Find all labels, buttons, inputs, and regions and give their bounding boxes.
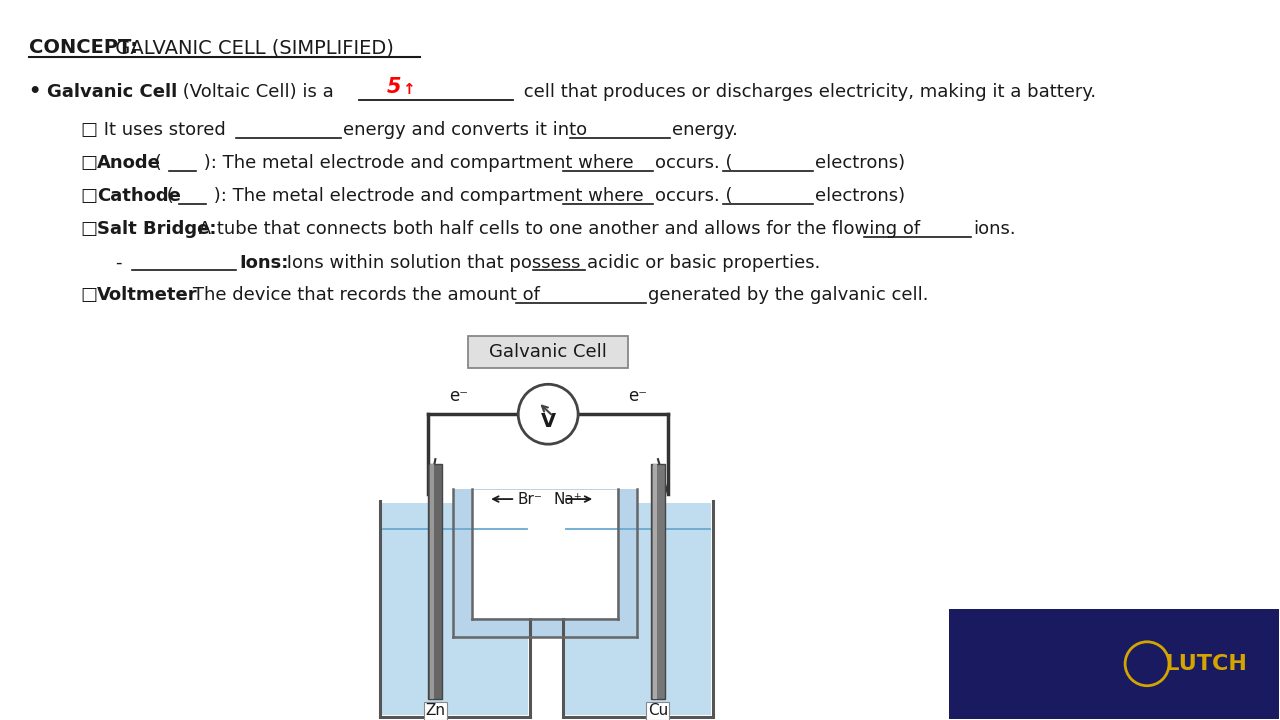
Text: (: (	[161, 186, 179, 204]
Text: □: □	[81, 287, 104, 305]
Text: ): The metal electrode and compartment where: ): The metal electrode and compartment w…	[207, 186, 644, 204]
Bar	[429, 464, 443, 698]
Text: CLUTCH: CLUTCH	[1149, 654, 1248, 674]
Text: ions.: ions.	[973, 220, 1016, 238]
Text: energy.: energy.	[672, 121, 737, 139]
Text: e⁻: e⁻	[449, 387, 467, 405]
Text: •: •	[29, 82, 49, 102]
Bar	[950, 609, 1279, 719]
Bar	[652, 464, 664, 698]
Text: □ It uses stored: □ It uses stored	[81, 121, 225, 139]
Text: Salt Bridge:: Salt Bridge:	[97, 220, 216, 238]
Text: electrons): electrons)	[814, 186, 905, 204]
Text: generated by the galvanic cell.: generated by the galvanic cell.	[648, 287, 928, 305]
Text: acidic or basic properties.: acidic or basic properties.	[588, 253, 820, 271]
Bar	[383, 503, 529, 715]
Text: Zn: Zn	[425, 703, 445, 718]
Bar	[430, 464, 434, 698]
Circle shape	[1125, 642, 1169, 685]
Bar	[566, 503, 710, 715]
Text: A tube that connects both half cells to one another and allows for the flowing o: A tube that connects both half cells to …	[193, 220, 920, 238]
Text: Ions within solution that possess: Ions within solution that possess	[280, 253, 580, 271]
Text: ↑: ↑	[402, 82, 415, 97]
Text: □: □	[81, 220, 104, 238]
Text: e⁻: e⁻	[628, 387, 648, 405]
Bar	[453, 489, 637, 636]
Text: Voltmeter: Voltmeter	[97, 287, 197, 305]
Text: Cu: Cu	[648, 703, 668, 718]
Text: occurs. (: occurs. (	[655, 153, 732, 171]
Text: Galvanic Cell: Galvanic Cell	[489, 343, 607, 361]
Text: V: V	[540, 412, 556, 431]
Text: □: □	[81, 186, 104, 204]
Text: GALVANIC CELL (SIMPLIFIED): GALVANIC CELL (SIMPLIFIED)	[109, 38, 394, 58]
Bar	[653, 464, 657, 698]
Text: occurs. (: occurs. (	[655, 186, 732, 204]
FancyBboxPatch shape	[468, 336, 628, 369]
Text: 5: 5	[387, 77, 401, 96]
Text: ): The metal electrode and compartment where: ): The metal electrode and compartment w…	[198, 153, 634, 171]
Text: CONCEPT:: CONCEPT:	[29, 38, 138, 58]
Text: (: (	[148, 153, 168, 171]
Text: electrons): electrons)	[814, 153, 905, 171]
Text: (Voltaic Cell) is a: (Voltaic Cell) is a	[177, 83, 334, 101]
Text: -: -	[116, 253, 128, 271]
Text: : The device that records the amount of: : The device that records the amount of	[180, 287, 540, 305]
Text: cell that produces or discharges electricity, making it a battery.: cell that produces or discharges electri…	[518, 83, 1097, 101]
Text: Na⁺: Na⁺	[553, 492, 582, 507]
Text: energy and converts it into: energy and converts it into	[343, 121, 586, 139]
Text: Cathode: Cathode	[97, 186, 180, 204]
Text: Br⁻: Br⁻	[517, 492, 543, 507]
Bar	[474, 490, 617, 618]
Text: Anode: Anode	[97, 153, 161, 171]
Text: Ions:: Ions:	[239, 253, 289, 271]
Circle shape	[518, 384, 579, 444]
Text: □: □	[81, 153, 104, 171]
Text: Galvanic Cell: Galvanic Cell	[47, 83, 178, 101]
